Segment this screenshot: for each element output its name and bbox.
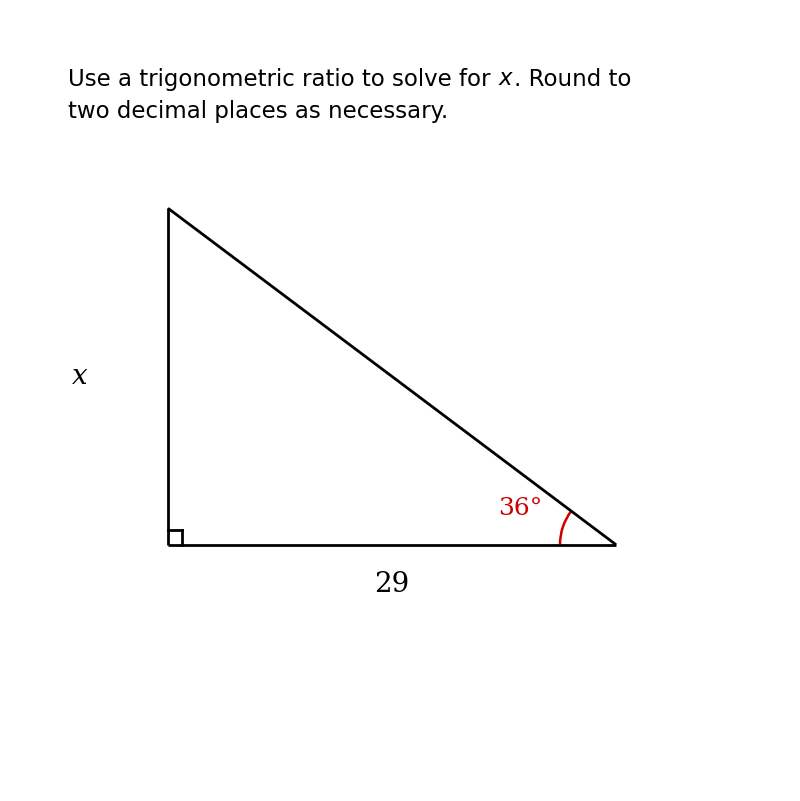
Text: . Round to: . Round to	[514, 68, 631, 91]
Text: Use a trigonometric ratio to solve for: Use a trigonometric ratio to solve for	[68, 68, 498, 91]
Text: two decimal places as necessary.: two decimal places as necessary.	[68, 100, 448, 123]
Text: x: x	[72, 363, 88, 390]
Text: $x$: $x$	[498, 68, 514, 90]
Text: 36°: 36°	[498, 497, 542, 520]
Text: 29: 29	[374, 571, 410, 598]
